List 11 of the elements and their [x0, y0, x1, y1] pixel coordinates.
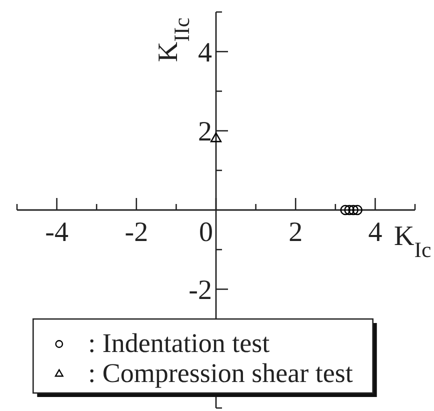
y-tick-label: -2 — [188, 275, 212, 306]
y-tick-label: 2 — [198, 116, 212, 148]
legend-label: : Compression shear test — [88, 358, 354, 388]
x-axis-title: K$_{Ic}$ — [394, 221, 432, 262]
legend-label: : Indentation test — [88, 328, 270, 358]
x-tick-label: -4 — [45, 217, 68, 248]
x-tick-label: -2 — [124, 217, 148, 248]
y-tick-label: 4 — [198, 37, 212, 68]
x-tick-label: 0 — [199, 217, 213, 248]
x-tick-label: 2 — [288, 217, 303, 248]
x-tick-label: 4 — [368, 217, 382, 248]
